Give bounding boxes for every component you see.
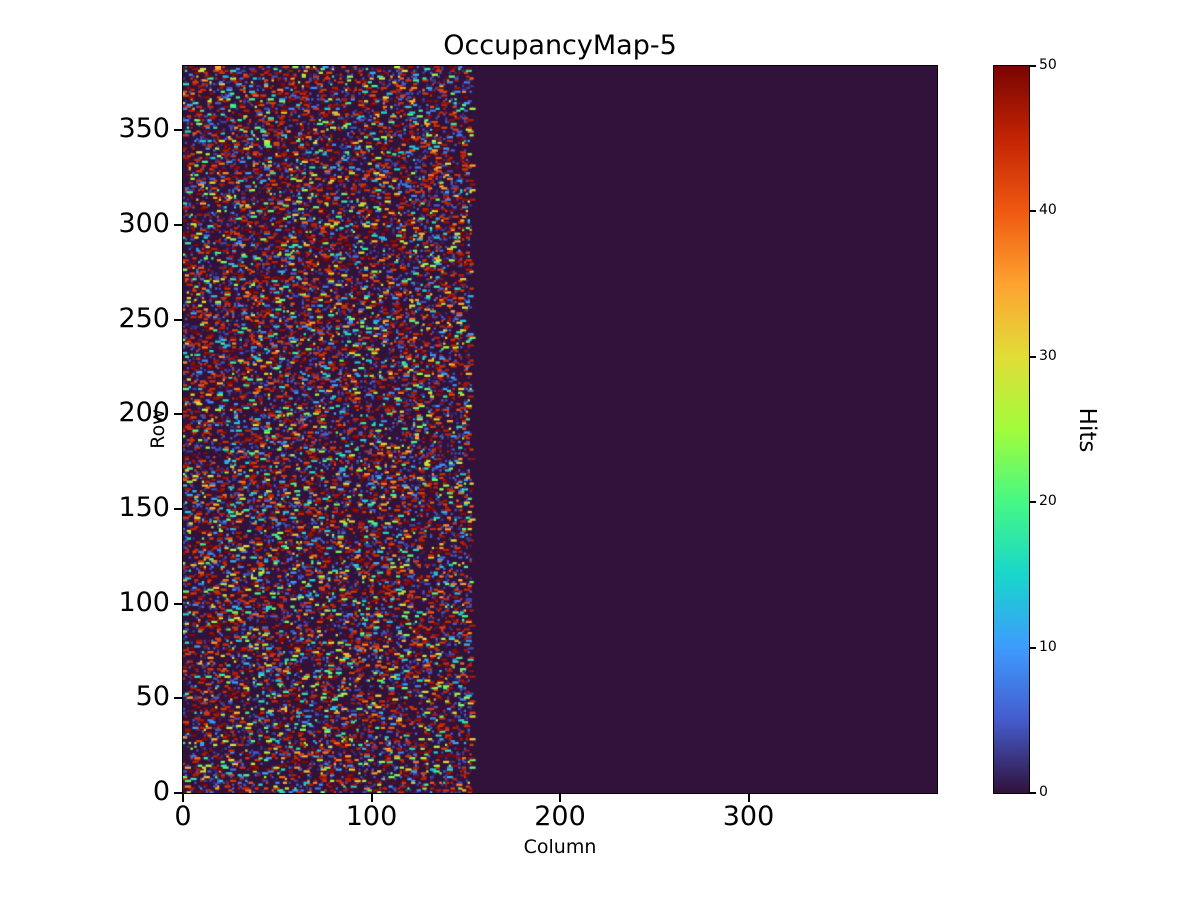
y-tick-label: 100 [118,586,170,618]
y-tick-mark [174,129,182,132]
colorbar-tick-mark [1030,65,1036,67]
x-tick-label: 200 [534,801,586,832]
x-tick-mark [370,794,373,802]
y-tick-mark [174,413,182,416]
colorbar-tick-label: 20 [1039,493,1057,510]
x-tick-mark [747,794,750,802]
y-tick-mark [174,224,182,227]
y-tick-label: 300 [118,208,170,240]
y-tick-label: 350 [118,113,170,145]
plot-area [182,65,938,794]
y-tick-label: 0 [152,776,170,807]
colorbar-tick-label: 40 [1039,202,1057,219]
y-tick-mark [174,318,182,321]
colorbar-tick-mark [1030,792,1036,794]
colorbar-label: Hits [1074,407,1100,453]
colorbar [993,65,1030,794]
heatmap-canvas [183,66,937,793]
y-tick-label: 50 [135,681,170,713]
colorbar-tick-mark [1030,355,1036,358]
colorbar-tick-mark [1030,501,1036,504]
colorbar-tick-label: 50 [1039,57,1057,73]
colorbar-tick-label: 30 [1039,347,1057,364]
y-tick-mark [174,508,182,511]
y-axis-label: Row [147,409,169,449]
y-tick-label: 200 [118,397,170,429]
colorbar-tick-mark [1030,646,1036,649]
x-tick-label: 300 [722,801,775,832]
x-tick-mark [559,794,561,802]
y-tick-label: 150 [118,492,170,524]
y-tick-mark [174,602,182,605]
y-tick-mark [174,792,182,794]
colorbar-tick-mark [1030,210,1036,213]
x-axis-label: Column [523,836,597,858]
colorbar-tick-label: 10 [1039,638,1057,655]
x-tick-mark [182,794,184,802]
chart-title: OccupancyMap-5 [443,30,677,61]
y-tick-mark [174,697,182,700]
y-tick-label: 250 [118,302,170,334]
colorbar-tick-label: 0 [1039,784,1048,800]
x-tick-label: 0 [174,801,192,832]
x-tick-label: 100 [345,801,398,832]
